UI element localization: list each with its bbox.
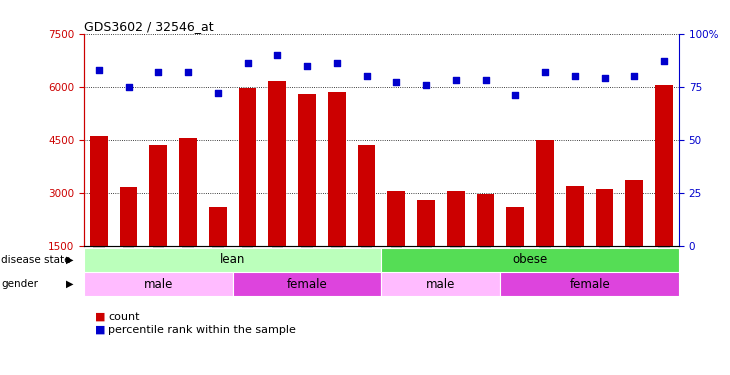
Text: female: female — [569, 278, 610, 291]
Point — [242, 60, 253, 66]
Point — [301, 63, 313, 69]
Point — [510, 92, 521, 98]
Text: percentile rank within the sample: percentile rank within the sample — [108, 325, 296, 335]
Bar — [381, 272, 501, 296]
Bar — [388, 191, 405, 246]
Text: ■: ■ — [95, 312, 105, 322]
Text: obese: obese — [512, 253, 548, 266]
Bar — [328, 92, 346, 246]
Point — [153, 69, 164, 75]
Bar — [626, 180, 643, 246]
Point — [629, 73, 640, 79]
Bar — [358, 145, 375, 246]
Point — [212, 90, 223, 96]
Point — [361, 73, 372, 79]
Bar — [209, 207, 227, 246]
Bar — [477, 194, 494, 246]
Text: ▶: ▶ — [66, 279, 74, 289]
Bar — [417, 200, 435, 246]
Bar — [381, 248, 679, 272]
Bar — [150, 145, 167, 246]
Point — [480, 77, 491, 83]
Bar — [84, 272, 233, 296]
Bar — [179, 138, 197, 246]
Bar — [447, 191, 465, 246]
Point — [272, 52, 283, 58]
Point — [539, 69, 551, 75]
Bar — [655, 85, 673, 246]
Bar — [90, 136, 108, 246]
Bar — [120, 188, 137, 246]
Text: lean: lean — [220, 253, 245, 266]
Bar — [233, 272, 381, 296]
Bar — [298, 94, 316, 246]
Text: female: female — [287, 278, 328, 291]
Bar — [566, 186, 584, 246]
Text: gender: gender — [1, 279, 39, 289]
Point — [450, 77, 461, 83]
Text: disease state: disease state — [1, 255, 71, 265]
Text: male: male — [426, 278, 456, 291]
Bar — [501, 272, 679, 296]
Bar — [239, 88, 256, 246]
Point — [658, 58, 670, 64]
Point — [420, 82, 432, 88]
Bar — [269, 81, 286, 246]
Point — [391, 80, 402, 86]
Point — [331, 60, 342, 66]
Bar — [507, 207, 524, 246]
Text: ■: ■ — [95, 325, 105, 335]
Bar — [84, 248, 381, 272]
Point — [93, 67, 104, 73]
Bar — [536, 140, 554, 246]
Point — [123, 84, 134, 90]
Text: male: male — [144, 278, 173, 291]
Point — [569, 73, 580, 79]
Point — [182, 69, 194, 75]
Bar — [596, 189, 613, 246]
Point — [599, 75, 610, 81]
Text: GDS3602 / 32546_at: GDS3602 / 32546_at — [84, 20, 214, 33]
Text: ▶: ▶ — [66, 255, 74, 265]
Text: count: count — [108, 312, 139, 322]
